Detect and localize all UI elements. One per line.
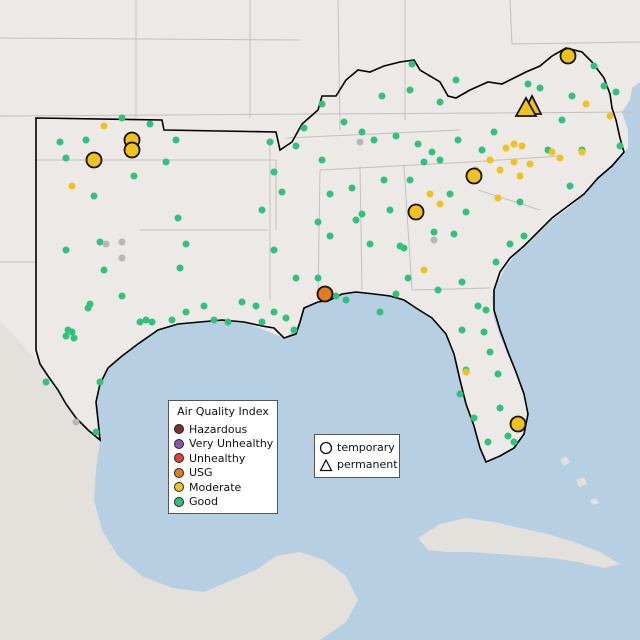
monitor-type-legend: temporary permanent <box>314 434 400 478</box>
good-swatch-icon <box>174 496 184 507</box>
mexico-land <box>0 322 358 640</box>
hazardous-swatch-icon <box>174 424 184 435</box>
legend-row-unhealthy: Unhealthy <box>169 451 277 466</box>
legend-row-good: Good <box>169 495 277 510</box>
moderate-swatch-icon <box>174 482 184 493</box>
circle-icon <box>319 441 333 454</box>
legend-label: Hazardous <box>189 422 248 436</box>
legend-label: permanent <box>337 458 398 471</box>
no-data-markers <box>72 138 438 426</box>
legend-label: Very Unhealthy <box>189 437 274 451</box>
region-outline <box>35 47 625 464</box>
legend-label: Unhealthy <box>189 451 246 465</box>
legend-label: Good <box>189 495 218 509</box>
aqi-legend: Air Quality Index Hazardous Very Unhealt… <box>168 400 278 514</box>
state-borders <box>0 0 640 301</box>
legend-label: temporary <box>337 441 395 454</box>
legend-row-very-unhealthy: Very Unhealthy <box>169 437 277 452</box>
bahamas <box>560 456 599 505</box>
legend-row-moderate: Moderate <box>169 480 277 495</box>
legend-row-permanent: permanent <box>315 456 399 473</box>
triangle-icon <box>319 458 333 471</box>
permanent-monitors <box>514 93 543 117</box>
usg-swatch-icon <box>174 467 184 478</box>
legend-label: Moderate <box>189 480 242 494</box>
cuba <box>418 518 620 568</box>
aqi-legend-title: Air Quality Index <box>177 405 269 418</box>
legend-row-hazardous: Hazardous <box>169 422 277 437</box>
legend-label: USG <box>189 466 213 480</box>
legend-row-temporary: temporary <box>315 439 399 456</box>
legend-row-usg: USG <box>169 466 277 481</box>
temporary-monitors <box>85 47 577 433</box>
unhealthy-swatch-icon <box>174 453 184 464</box>
very-unhealthy-swatch-icon <box>174 438 184 449</box>
monitor-markers <box>42 47 624 446</box>
good-markers <box>42 60 624 446</box>
